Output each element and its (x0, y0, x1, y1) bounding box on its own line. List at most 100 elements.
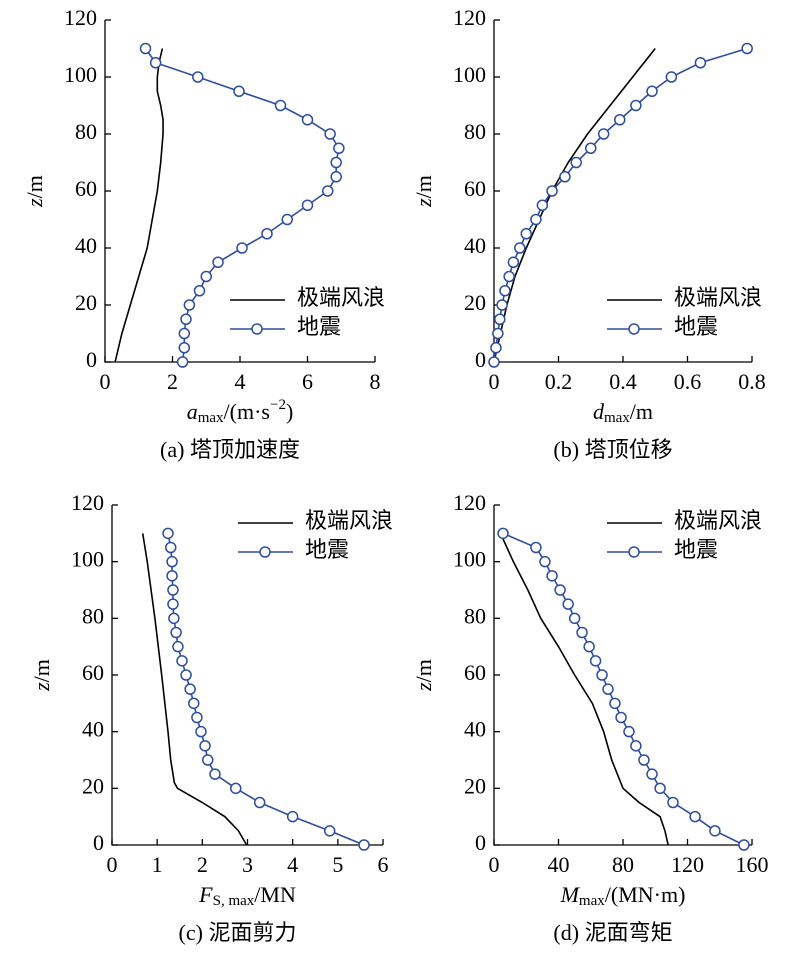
marker (180, 669, 192, 681)
x-tick-label: 8 (370, 369, 381, 394)
label-part: M (560, 882, 581, 907)
x-tick-label: 6 (378, 852, 389, 877)
marker (164, 541, 177, 554)
y-axis-label: z/m (29, 659, 54, 692)
y-tick-label: 80 (464, 119, 486, 144)
label-part: /m (411, 659, 436, 682)
y-tick-label: 100 (453, 547, 486, 572)
label-part: S, max (213, 893, 255, 909)
marker (202, 754, 214, 766)
x-tick-label: 160 (736, 852, 769, 877)
marker (546, 570, 558, 582)
marker (162, 527, 174, 540)
marker (514, 242, 526, 254)
x-tick-label: 2 (197, 852, 208, 877)
marker (167, 584, 179, 596)
marker (554, 584, 566, 596)
marker (530, 213, 542, 226)
x-tick-label: 2 (167, 369, 178, 394)
marker (559, 171, 571, 183)
marker (178, 342, 191, 354)
y-tick-label: 100 (71, 547, 104, 572)
label-part: z (22, 198, 47, 208)
marker (149, 57, 162, 69)
legend-marker (628, 323, 640, 335)
marker (665, 71, 678, 83)
marker (615, 711, 627, 724)
marker (646, 85, 658, 97)
marker (199, 740, 211, 752)
caption: (c) 泥面剪力 (179, 920, 297, 945)
marker (583, 640, 595, 653)
marker (623, 725, 635, 738)
x-tick-label: 4 (235, 369, 246, 394)
x-tick-label: 3 (242, 852, 253, 877)
marker (630, 740, 642, 752)
x-tick-label: 0.4 (609, 369, 637, 394)
marker (183, 299, 196, 311)
marker (630, 99, 642, 112)
marker (488, 356, 500, 368)
marker (301, 199, 314, 211)
marker (301, 114, 314, 126)
axes (493, 20, 752, 363)
x-tick-label: 4 (287, 852, 298, 877)
marker (274, 99, 287, 112)
marker (170, 626, 182, 639)
marker (492, 327, 504, 340)
y-tick-label: 80 (75, 119, 97, 144)
legend-marker (628, 546, 640, 558)
legend-label: 极端风浪 (297, 285, 385, 310)
x-tick-label: 0 (100, 369, 111, 394)
marker (200, 270, 212, 283)
x-axis-label: dmax/m (593, 399, 653, 426)
marker (562, 598, 574, 610)
marker (667, 796, 679, 809)
label-part: /m (29, 659, 54, 682)
label-part: max (604, 410, 630, 426)
marker (209, 768, 221, 780)
x-tick-label: 80 (612, 852, 634, 877)
marker (490, 342, 502, 354)
legend-label: 极端风浪 (305, 508, 393, 533)
marker (358, 839, 370, 851)
label-part: d (593, 399, 605, 424)
x-tick-label: 0.6 (674, 369, 702, 394)
marker (654, 782, 666, 795)
marker (589, 655, 602, 667)
marker (193, 285, 206, 297)
series-line (502, 532, 745, 846)
marker (176, 655, 188, 667)
series-line (167, 533, 365, 846)
y-tick-label: 0 (93, 830, 104, 855)
marker (694, 57, 707, 69)
x-tick-label: 0 (489, 369, 500, 394)
marker (195, 725, 207, 738)
marker (322, 185, 334, 197)
legend-marker (251, 323, 263, 335)
y-tick-label: 40 (75, 233, 97, 258)
x-axis-label: FS, max/MN (198, 882, 296, 909)
y-tick-label: 0 (475, 830, 486, 855)
marker (192, 71, 204, 83)
legend-label: 地震 (674, 537, 718, 562)
legend-label: 极端风浪 (674, 285, 762, 310)
marker (139, 42, 152, 55)
marker (585, 142, 597, 154)
y-axis-label: z/m (411, 659, 436, 692)
label-part: max (198, 410, 224, 426)
label-part: z (29, 682, 54, 692)
marker (494, 313, 506, 325)
legend-marker (259, 546, 271, 558)
marker (536, 199, 549, 211)
marker (323, 825, 336, 837)
y-axis-label: z/m (22, 175, 47, 208)
marker (236, 242, 248, 254)
marker (576, 626, 588, 639)
marker (330, 171, 342, 183)
y-tick-label: 120 (71, 490, 104, 515)
marker (638, 754, 650, 766)
marker (180, 313, 192, 325)
y-tick-label: 120 (453, 5, 486, 30)
x-axis-label: amax/(m·s−2) (187, 397, 294, 426)
